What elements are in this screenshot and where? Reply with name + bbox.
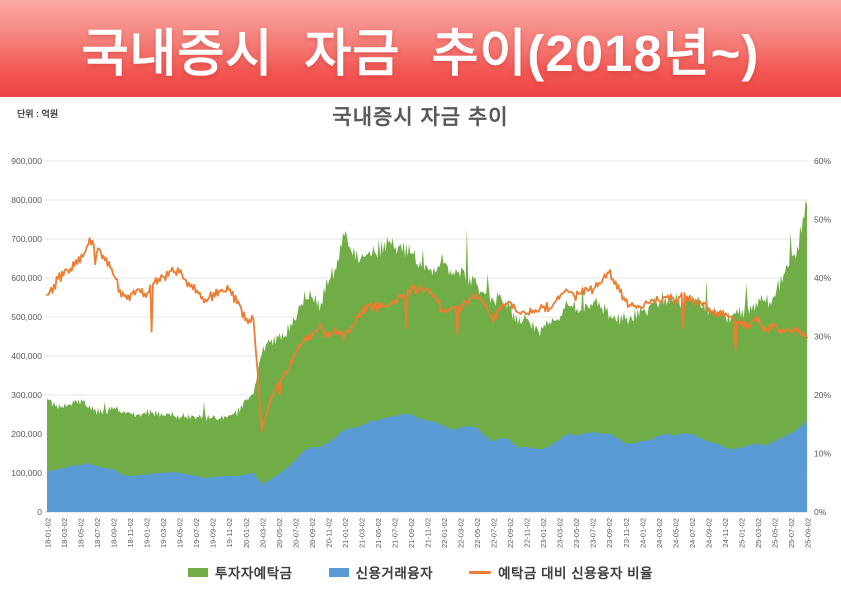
x-tick-label: 20-05-02 [275,518,284,548]
x-tick-label: 24-05-02 [671,518,680,548]
legend-item-ratio: 예탁금 대비 신용융자 비율 [469,562,653,582]
x-tick-label: 23-11-02 [622,518,631,547]
unit-label: 단위 : 억원 [17,109,59,119]
x-tick-label: 18-03-02 [60,518,69,548]
x-tick-label: 20-01-02 [242,518,251,548]
y-axis-label-right: 10% [814,449,831,459]
x-tick-label: 21-01-02 [341,518,350,548]
banner-title: 국내증시 자금 추이(2018년~) [81,24,760,82]
x-tick-label: 23-09-02 [605,518,614,548]
legend-label-credit: 신용거래융자 [355,566,434,581]
x-tick-label: 22-03-02 [457,518,466,548]
y-axis-label-left: 500,000 [11,312,42,322]
x-tick-label: 19-07-02 [192,518,201,548]
credit-swatch-icon [328,567,349,577]
x-tick-label: 19-01-02 [143,518,152,548]
x-tick-label: 20-07-02 [291,518,300,548]
chart-plot: 0 100,000 200,000 300,000 400,000 500,000 600,… [11,156,831,548]
x-tick-label: 22-01-02 [440,518,449,548]
banner: 국내증시 자금 추이(2018년~) [0,0,841,97]
chart-title: 국내증시 자금 추이 [332,106,509,129]
x-tick-label: 20-03-02 [258,518,267,548]
y-axis-label-right: 40% [814,273,831,283]
y-axis-label-right: 0% [814,507,827,517]
y-axis-label-left: 100,000 [11,468,42,478]
x-tick-label: 18-01-02 [44,518,53,548]
x-tick-label: 23-07-02 [589,518,598,548]
chart-legend: 투자자예탁금 신용거래융자 예탁금 대비 신용융자 비율 [0,562,841,582]
y-axis-label-right: 60% [814,156,831,166]
x-tick-label: 25-05-02 [770,518,779,548]
x-tick-label: 18-11-02 [126,518,135,547]
deposits-swatch-icon [188,567,209,577]
x-tick-label: 24-01-02 [638,518,647,548]
y-axis-label-left: 900,000 [11,156,42,166]
x-tick-label: 22-09-02 [506,518,515,548]
x-tick-label: 18-05-02 [77,518,86,548]
x-tick-label: 19-05-02 [176,518,185,548]
x-tick-label: 24-09-02 [704,518,713,548]
x-tick-label: 22-05-02 [473,518,482,548]
x-tick-label: 19-03-02 [159,518,168,548]
x-tick-label: 25-01-02 [737,518,746,548]
x-tick-label: 20-09-02 [308,518,317,548]
legend-label-deposits: 투자자예탁금 [215,566,293,581]
y-axis-label-left: 700,000 [11,234,42,244]
ratio-line-swatch-icon [469,570,492,574]
y-axis-label-left: 300,000 [11,390,42,400]
x-tick-label: 19-09-02 [209,518,218,548]
x-tick-label: 20-11-02 [324,518,333,547]
legend-item-credit: 신용거래융자 [328,562,434,582]
y-axis-label-left: 200,000 [11,429,42,439]
x-tick-label: 24-03-02 [655,518,664,548]
ratio-line [46,237,808,433]
x-tick-label: 21-07-02 [390,518,399,548]
y-axis-label-left: 400,000 [11,351,42,361]
x-tick-label: 23-01-02 [539,518,548,548]
x-tick-label: 21-11-02 [424,518,433,547]
x-tick-label: 21-09-02 [407,518,416,548]
legend-item-deposits: 투자자예탁금 [188,562,293,582]
y-axis-label-left: 600,000 [11,273,42,283]
x-tick-label: 22-11-02 [523,518,532,547]
x-tick-label: 25-03-02 [754,518,763,548]
x-tick-label: 18-07-02 [93,518,102,548]
deposits-area [47,200,807,512]
x-tick-label: 18-09-02 [110,518,119,548]
x-tick-label: 22-07-02 [490,518,499,548]
y-axis-label-right: 30% [814,332,831,342]
y-axis-label-right: 20% [814,390,831,400]
legend-label-ratio: 예탁금 대비 신용융자 비율 [498,566,653,581]
credit-area [47,412,807,512]
y-axis-label-right: 50% [814,215,831,225]
x-tick-label: 21-05-02 [374,518,383,548]
x-tick-label: 25-07-02 [787,518,796,548]
x-tick-label: 25-09-02 [804,518,813,548]
y-axis-label-left: 0 [37,507,42,517]
x-tick-label: 23-05-02 [572,518,581,548]
x-tick-label: 23-03-02 [556,518,565,548]
x-tick-label: 21-03-02 [357,518,366,548]
x-tick-label: 24-11-02 [721,518,730,547]
x-tick-label: 24-07-02 [688,518,697,548]
x-tick-label: 19-11-02 [225,518,234,547]
y-axis-label-left: 800,000 [11,195,42,205]
